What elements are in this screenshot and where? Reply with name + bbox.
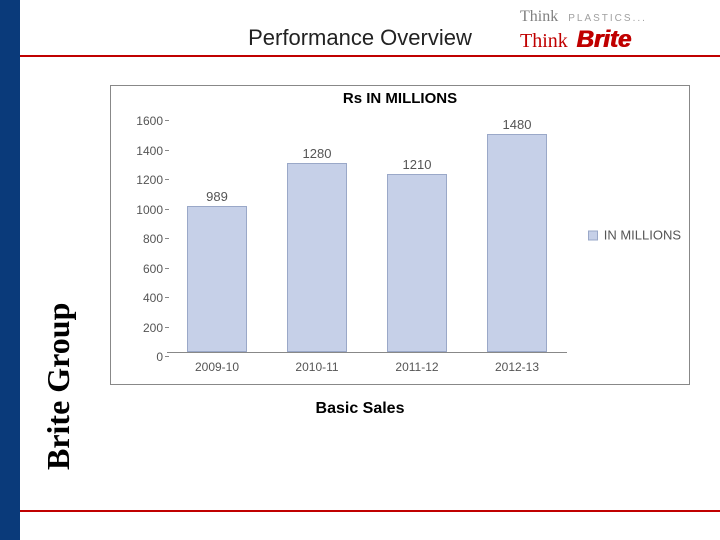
- chart-plot-area: 020040060080010001200140016009892009-101…: [167, 116, 567, 353]
- y-tick-label: 600: [119, 262, 163, 276]
- bar: 1210: [387, 174, 447, 352]
- bar: 1480: [487, 134, 547, 352]
- slide-root: Performance Overview Think PLASTICS... T…: [0, 0, 720, 540]
- bar: 989: [187, 206, 247, 352]
- y-tick-label: 1200: [119, 173, 163, 187]
- chart-caption: Basic Sales: [0, 400, 720, 418]
- chart-container: Rs IN MILLIONS 0200400600800100012001400…: [110, 85, 690, 385]
- logo-think-red: Think: [520, 30, 568, 52]
- logo-plastics-word: PLASTICS...: [568, 13, 647, 24]
- bar-value-label: 989: [188, 189, 246, 204]
- x-tick-label: 2011-12: [387, 360, 447, 374]
- logo-area: Think PLASTICS... Think Brite: [520, 4, 710, 54]
- chart-title: Rs IN MILLIONS: [111, 90, 689, 107]
- y-tick-label: 200: [119, 321, 163, 335]
- y-tick-label: 1000: [119, 203, 163, 217]
- x-tick-label: 2012-13: [487, 360, 547, 374]
- x-tick-label: 2009-10: [187, 360, 247, 374]
- y-tick-label: 800: [119, 232, 163, 246]
- y-tick-label: 400: [119, 291, 163, 305]
- y-tick-label: 1600: [119, 114, 163, 128]
- logo-think-plastics: Think PLASTICS...: [520, 8, 647, 26]
- x-tick-label: 2010-11: [287, 360, 347, 374]
- y-tick-label: 0: [119, 350, 163, 364]
- bar: 1280: [287, 163, 347, 352]
- bar-value-label: 1280: [288, 146, 346, 161]
- y-tick-label: 1400: [119, 144, 163, 158]
- logo-brite-word: Brite: [576, 26, 631, 53]
- legend-label: IN MILLIONS: [604, 228, 681, 243]
- bar-value-label: 1210: [388, 157, 446, 172]
- vertical-label: Brite Group: [40, 303, 77, 470]
- footer-rule: [20, 510, 720, 512]
- chart-legend: IN MILLIONS: [588, 228, 681, 243]
- side-band: [0, 0, 20, 540]
- logo-think-gray: Think: [520, 8, 558, 25]
- logo-brite-line: Think Brite: [520, 26, 631, 54]
- legend-swatch: [588, 230, 598, 240]
- header-rule: [20, 55, 720, 57]
- chart-border: Rs IN MILLIONS 0200400600800100012001400…: [110, 85, 690, 385]
- bar-value-label: 1480: [488, 117, 546, 132]
